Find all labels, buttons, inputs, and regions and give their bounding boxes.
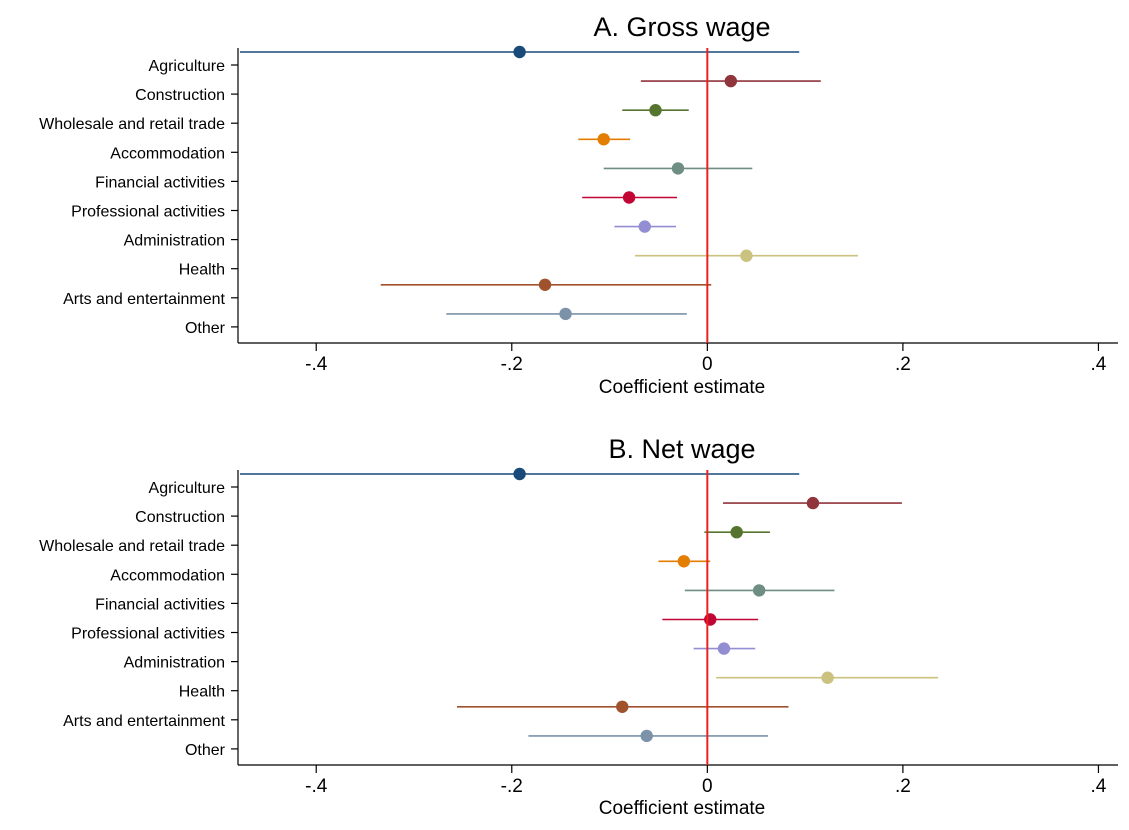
x-tick-label: .2 (895, 354, 911, 375)
panel-title: A. Gross wage (593, 12, 770, 42)
estimate-point-wholesale-and-retail-trade (730, 526, 743, 539)
category-label: Accommodation (110, 145, 225, 162)
x-tick-label: -.2 (501, 776, 523, 797)
estimate-point-agriculture (513, 467, 526, 481)
estimate-point-accommodation (597, 133, 610, 146)
estimate-point-other (559, 307, 572, 321)
estimate-point-arts-and-entertainment (616, 700, 629, 713)
estimate-point-construction (724, 74, 737, 88)
category-label: Financial activities (95, 596, 225, 613)
category-label: Administration (124, 655, 225, 672)
x-axis-title: Coefficient estimate (599, 798, 766, 819)
x-tick-label: 0 (702, 776, 713, 797)
category-label: Agriculture (149, 480, 226, 497)
x-tick-label: .4 (1091, 354, 1107, 375)
category-label: Professional activities (71, 626, 225, 643)
estimate-point-accommodation (677, 555, 691, 568)
estimate-point-financial-activities (752, 584, 766, 597)
category-label: Health (179, 262, 225, 279)
estimate-point-health (821, 671, 834, 684)
estimate-point-arts-and-entertainment (538, 278, 552, 291)
category-label: Other (185, 320, 226, 337)
category-label: Administration (124, 233, 225, 250)
category-label: Wholesale and retail trade (39, 538, 225, 555)
panel-title: B. Net wage (608, 434, 755, 464)
category-label: Professional activities (71, 204, 225, 221)
estimate-point-other (640, 729, 653, 743)
x-axis-title: Coefficient estimate (599, 377, 766, 398)
x-tick-label: -.4 (305, 776, 328, 797)
category-label: Wholesale and retail trade (39, 116, 225, 133)
category-label: Agriculture (149, 58, 226, 75)
estimate-point-professional-activities (622, 191, 636, 204)
category-label: Financial activities (95, 174, 225, 191)
category-label: Arts and entertainment (63, 713, 225, 730)
x-tick-label: 0 (702, 354, 713, 375)
category-label: Other (185, 742, 226, 759)
estimate-point-agriculture (513, 45, 526, 59)
estimate-point-professional-activities (704, 613, 717, 626)
estimate-point-administration (638, 220, 651, 233)
x-tick-label: .2 (895, 776, 911, 797)
estimate-point-wholesale-and-retail-trade (649, 104, 662, 117)
x-tick-label: -.4 (305, 354, 328, 375)
category-label: Health (179, 684, 225, 701)
panel-a: A. Gross wage Agriculture Construction Whol… (39, 12, 1118, 398)
category-label: Accommodation (110, 567, 225, 584)
category-label: Arts and entertainment (63, 291, 225, 308)
estimate-point-administration (717, 642, 731, 655)
x-tick-label: -.2 (501, 354, 523, 375)
category-label: Construction (135, 87, 225, 104)
category-label: Construction (135, 509, 225, 526)
estimate-point-construction (806, 496, 820, 510)
x-tick-label: .4 (1091, 776, 1107, 797)
panel-b: B. Net wage Agriculture Construction Wholes… (39, 434, 1118, 819)
estimate-point-financial-activities (671, 162, 685, 175)
estimate-point-health (740, 249, 753, 262)
